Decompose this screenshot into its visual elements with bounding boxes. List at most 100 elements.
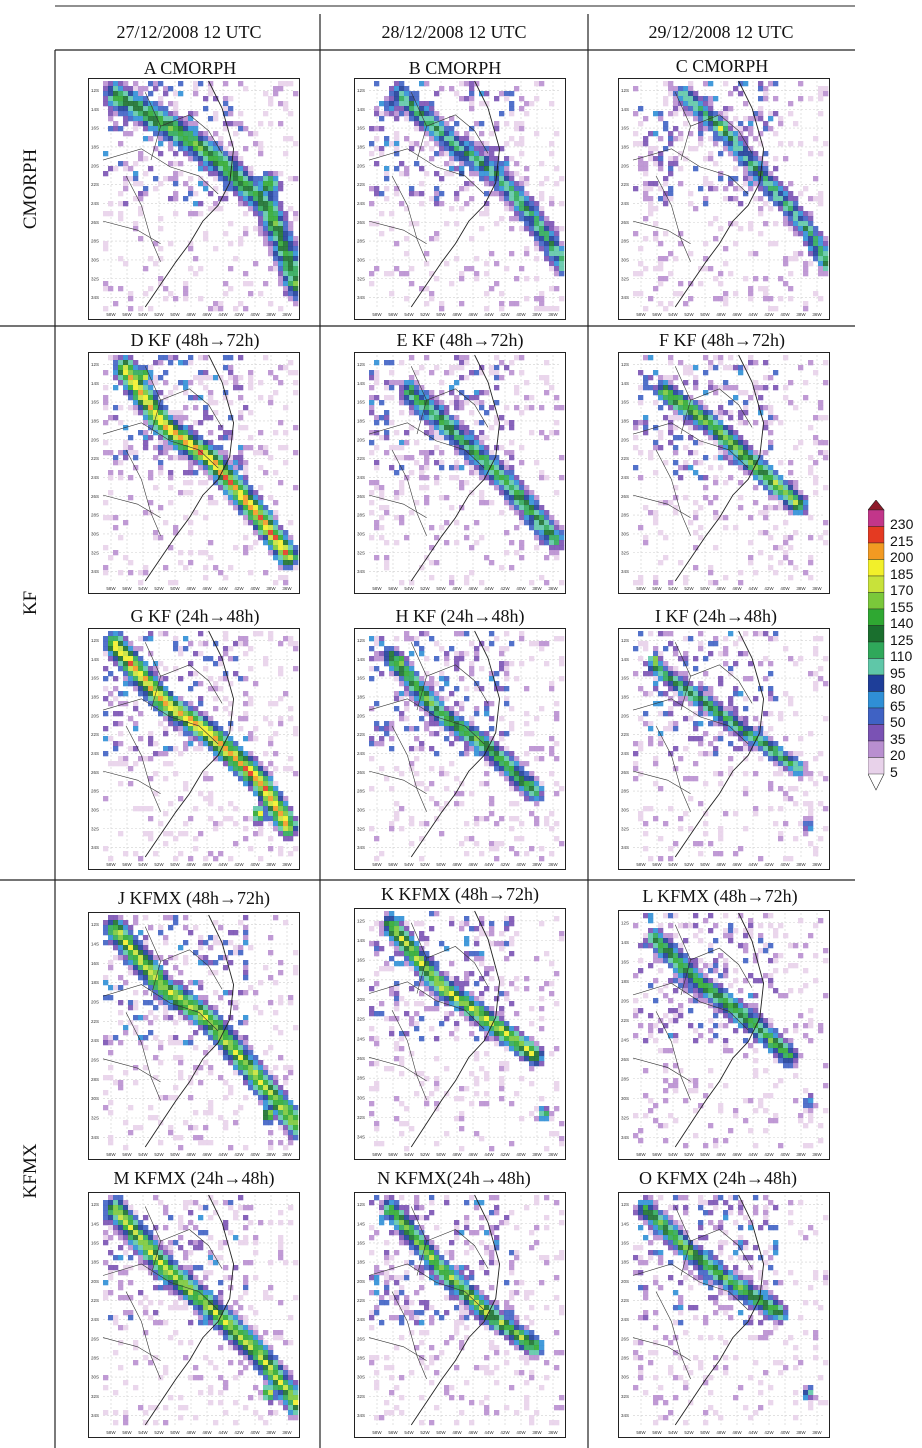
svg-text:46W: 46W [202,586,212,591]
svg-text:52W: 52W [154,312,164,317]
svg-text:32S: 32S [621,826,629,831]
svg-text:54W: 54W [404,862,414,867]
svg-text:20S: 20S [91,437,99,442]
svg-text:20S: 20S [357,437,365,442]
svg-text:46W: 46W [468,862,478,867]
svg-text:16S: 16S [91,676,99,681]
svg-text:56W: 56W [388,862,398,867]
svg-text:46W: 46W [732,862,742,867]
svg-text:36W: 36W [282,862,292,867]
svg-text:52W: 52W [420,862,430,867]
svg-text:30S: 30S [621,807,629,812]
svg-text:26S: 26S [621,494,629,499]
svg-text:28S: 28S [621,239,629,244]
svg-text:54W: 54W [138,862,148,867]
svg-text:12S: 12S [621,88,629,93]
svg-text:32S: 32S [91,550,99,555]
map-panel-d: 58W 56W 54W 52W 50W 48W 46W 44W 42W 40W 38W 36W 12S 1… [88,352,300,594]
svg-text:56W: 56W [388,312,398,317]
svg-text:44W: 44W [748,312,758,317]
svg-text:30S: 30S [357,807,365,812]
svg-text:30S: 30S [91,807,99,812]
svg-text:14S: 14S [621,657,629,662]
svg-text:52W: 52W [154,586,164,591]
svg-text:34S: 34S [621,569,629,574]
svg-text:42W: 42W [234,586,244,591]
svg-text:18S: 18S [91,144,99,149]
svg-text:56W: 56W [388,586,398,591]
panel-title-m: M KFMX (24h→48h) [113,1168,275,1188]
map-panel-c: 58W 56W 54W 52W 50W 48W 46W 44W 42W 40W 38W 36W 12S 1… [618,78,830,320]
colorbar-tick-label: 125 [890,631,914,648]
svg-text:16S: 16S [621,676,629,681]
svg-text:24S: 24S [621,475,629,480]
svg-text:52W: 52W [420,586,430,591]
panel-title-a: A CMORPH [143,58,237,78]
svg-text:44W: 44W [218,862,228,867]
svg-text:24S: 24S [621,201,629,206]
svg-text:44W: 44W [484,586,494,591]
svg-text:54W: 54W [668,312,678,317]
svg-text:58W: 58W [372,586,382,591]
svg-text:50W: 50W [700,862,710,867]
svg-text:14S: 14S [357,381,365,386]
svg-text:16S: 16S [357,400,365,405]
colorbar-tick-label: 5 [890,763,898,780]
svg-text:24S: 24S [91,201,99,206]
column-header-1: 27/12/2008 12 UTC [116,22,262,42]
svg-text:38W: 38W [266,586,276,591]
svg-text:46W: 46W [468,312,478,317]
svg-text:48W: 48W [716,586,726,591]
row-label-kfmx: KFMX [20,1143,41,1199]
svg-text:26S: 26S [621,220,629,225]
svg-text:24S: 24S [357,751,365,756]
svg-text:52W: 52W [684,586,694,591]
svg-text:58W: 58W [636,312,646,317]
svg-text:48W: 48W [452,862,462,867]
svg-text:12S: 12S [621,638,629,643]
svg-text:26S: 26S [91,494,99,499]
svg-text:34S: 34S [91,569,99,574]
svg-text:58W: 58W [636,586,646,591]
svg-text:28S: 28S [91,789,99,794]
svg-text:16S: 16S [621,400,629,405]
svg-text:30S: 30S [621,531,629,536]
svg-text:38W: 38W [532,862,542,867]
svg-text:12S: 12S [357,88,365,93]
svg-text:52W: 52W [154,862,164,867]
svg-text:54W: 54W [668,586,678,591]
svg-text:28S: 28S [91,513,99,518]
svg-text:20S: 20S [357,713,365,718]
svg-text:20S: 20S [621,437,629,442]
svg-text:46W: 46W [202,862,212,867]
svg-text:12S: 12S [91,88,99,93]
svg-text:54W: 54W [138,586,148,591]
map-panel-n: 58W 56W 54W 52W 50W 48W 46W 44W 42W 40W 38W 36W 12S 1… [354,1192,566,1438]
svg-text:28S: 28S [357,513,365,518]
panel-title-g: G KF (24h→48h) [130,606,260,626]
svg-text:54W: 54W [138,312,148,317]
colorbar-tick-label: 215 [890,532,914,549]
colorbar-tick-label: 140 [890,615,914,631]
svg-text:22S: 22S [621,182,629,187]
colorbar-tick-label: 200 [890,549,914,565]
svg-text:56W: 56W [122,862,132,867]
svg-text:24S: 24S [621,751,629,756]
svg-text:20S: 20S [621,163,629,168]
colorbar-tick-label: 35 [890,730,906,747]
svg-text:58W: 58W [372,312,382,317]
svg-text:28S: 28S [621,789,629,794]
svg-text:18S: 18S [621,144,629,149]
svg-text:22S: 22S [621,732,629,737]
colorbar-tick-label: 155 [890,598,914,615]
svg-text:40W: 40W [250,586,260,591]
svg-text:36W: 36W [812,586,822,591]
svg-text:18S: 18S [91,694,99,699]
map-panel-k: 58W 56W 54W 52W 50W 48W 46W 44W 42W 40W 38W 36W 12S 1… [354,908,566,1160]
svg-text:14S: 14S [91,381,99,386]
svg-text:30S: 30S [91,531,99,536]
panel-title-e: E KF (48h→72h) [396,330,524,350]
svg-text:18S: 18S [357,694,365,699]
svg-text:20S: 20S [91,163,99,168]
